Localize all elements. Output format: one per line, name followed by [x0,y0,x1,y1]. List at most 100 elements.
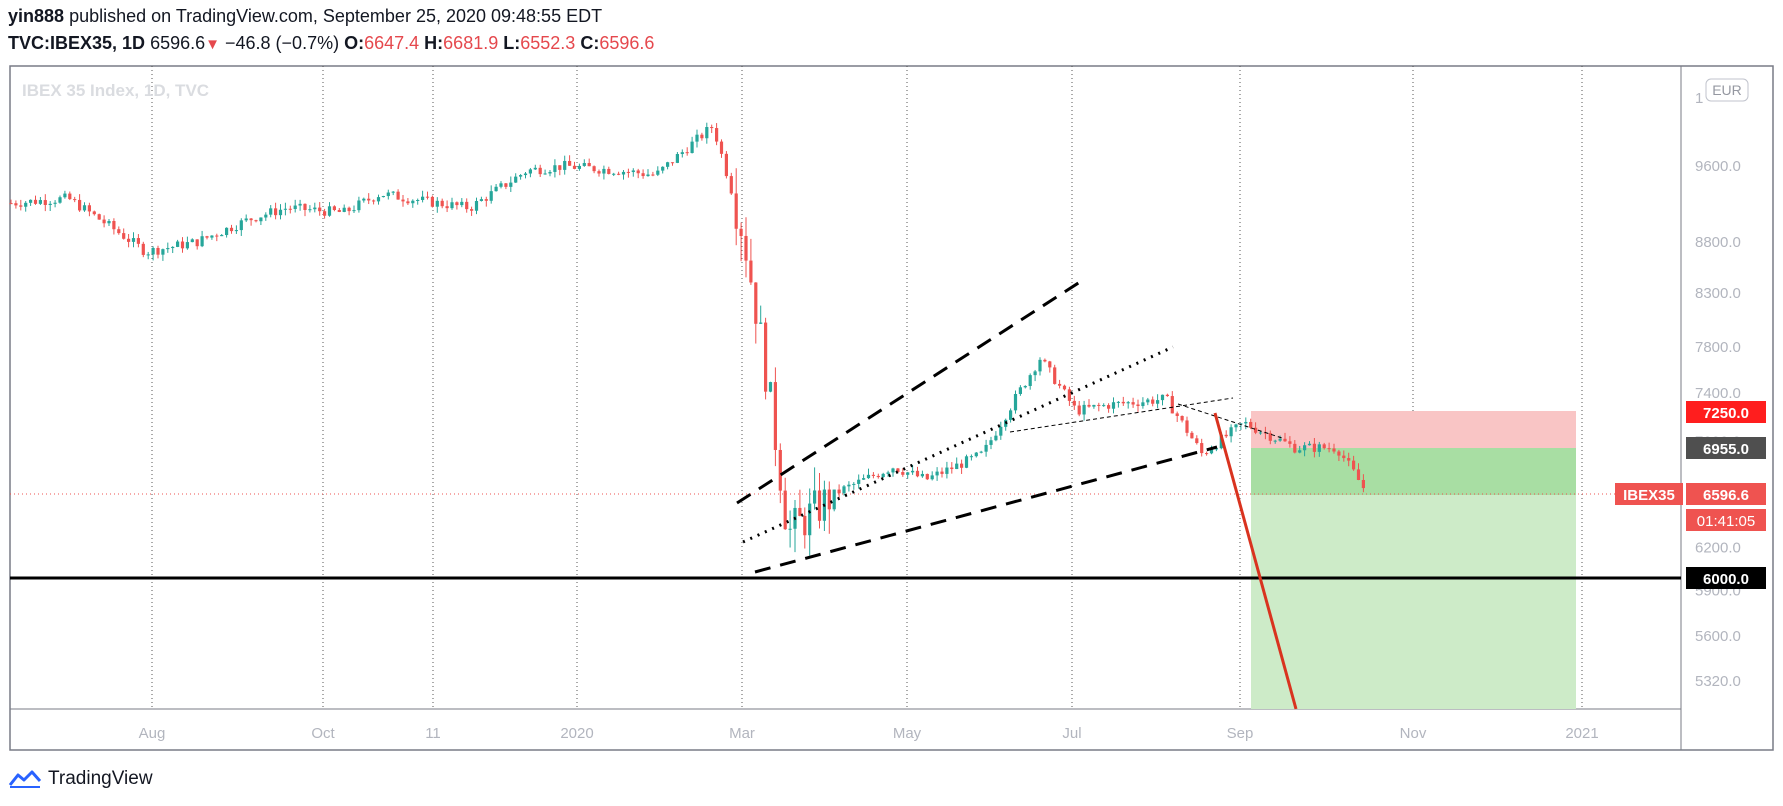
candle-body [1347,458,1351,461]
candle-body [1111,402,1116,409]
currency-badge[interactable] [1705,78,1749,102]
candle-body [470,209,474,211]
candle-body [538,167,542,175]
candle-body [1033,371,1037,376]
candle-body [117,229,121,234]
candle-body [842,486,846,494]
x-tick-label: Mar [729,725,755,742]
candle-body [1268,433,1272,441]
candle-body [1337,451,1341,456]
dotted-trendline[interactable] [742,345,1174,544]
chart-watermark: IBEX 35 Index, 1D, TVC [22,81,209,100]
candle-body [332,206,336,210]
candle-body [416,199,420,201]
candle-body [896,468,900,473]
candle-body [960,463,964,468]
candle-body [911,470,915,473]
countdown-label: 01:41:05 [1697,513,1755,530]
candle-body [1307,443,1312,446]
candle-body [768,382,773,392]
candle-body [445,206,449,209]
candle-body [1092,404,1096,407]
projection-line[interactable] [1213,412,1298,710]
candle-body [837,489,841,494]
candle-body [249,218,253,221]
thin-dashed-trendline[interactable] [1009,397,1234,433]
last-price: 6596.6 [150,33,206,53]
candle-body [259,217,263,222]
open-value: 6647.4 [364,33,420,53]
candle-body [283,208,287,210]
candle-body [401,199,405,202]
profit-zone[interactable] [1251,448,1576,495]
candle-body [1249,421,1253,428]
candle-body [1077,405,1081,415]
x-tick-label: 2020 [560,725,593,742]
candle-body [783,490,787,530]
candle-body [386,192,390,197]
candle-body [1131,402,1135,405]
candle-body [352,210,356,212]
y-tick-label: 6200.0 [1695,539,1741,556]
candle-body [1170,396,1174,414]
channel-upper-line[interactable] [736,278,1084,505]
entry-price-tag [1686,437,1766,459]
candle-body [1097,404,1101,406]
open-label: O: [344,33,365,53]
candle-body [935,471,939,476]
short-dashed-line[interactable] [1177,403,1283,439]
candle-body [269,208,273,215]
candle-body [832,489,836,510]
candle-body [548,171,552,174]
profit-zone-extended[interactable] [1251,495,1576,709]
candle-body [901,472,905,475]
candle-body [180,241,185,249]
candle-body [626,171,630,173]
candle-body [798,507,802,516]
close-label: C: [580,33,600,53]
candle-body [1209,449,1214,454]
candle-body [1116,401,1120,403]
candle-body [984,444,988,452]
candle-body [519,175,523,177]
candle-body [631,170,635,173]
candle-body [63,193,67,198]
candle-body [724,153,728,177]
candle-body [1156,400,1160,404]
x-tick-label: Aug [139,725,166,742]
candle-body [323,211,327,216]
candle-body [1283,438,1287,442]
candle-body [1126,402,1130,404]
tradingview-logo[interactable]: TradingView [8,768,153,790]
candle-body [778,449,782,491]
candle-body [528,169,532,174]
low-value: 6552.3 [520,33,576,53]
x-tick-label: 2021 [1565,725,1598,742]
candle-body [92,211,96,215]
candle-body [1361,479,1365,489]
candle-body [1009,410,1013,420]
candle-body [1352,460,1356,470]
candle-body [303,203,307,211]
candle-body [190,239,194,243]
candle-body [465,201,469,210]
y-tick-label: 9600.0 [1695,158,1741,175]
candle-body [886,472,890,474]
candle-body [215,235,219,237]
publish-text: published on TradingView.com, September … [69,6,603,26]
author-name[interactable]: yin888 [8,6,65,26]
candle-body [195,239,199,247]
candle-body [1151,399,1155,404]
candle-body [381,196,385,198]
candle-body [764,322,768,392]
candle-body [979,451,983,453]
stop-loss-zone[interactable] [1251,411,1576,448]
candle-body [1200,443,1204,454]
channel-lower-line[interactable] [754,445,1218,574]
candle-body [1298,450,1302,453]
candle-body [234,230,238,232]
candle-body [773,382,777,450]
candle-body [656,170,660,175]
candle-body [734,193,738,229]
